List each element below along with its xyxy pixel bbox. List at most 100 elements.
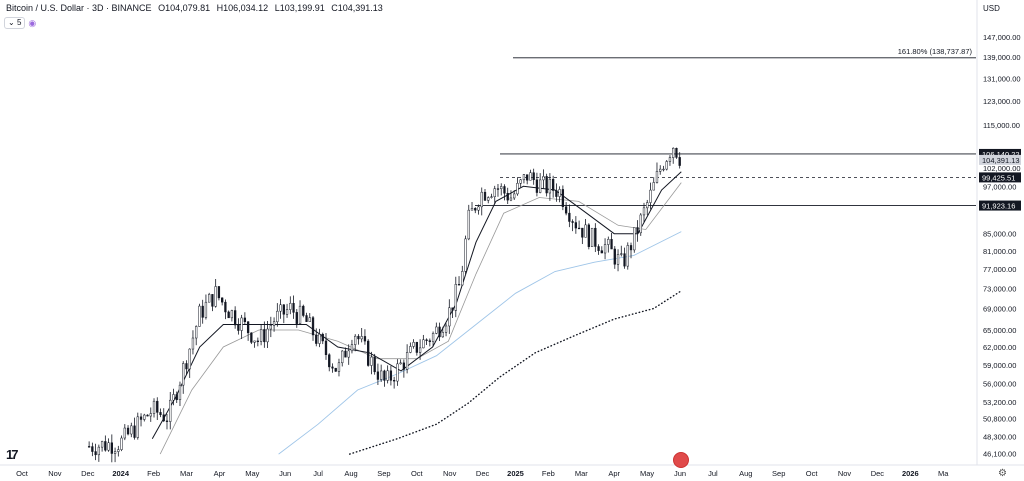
candle-body — [152, 400, 156, 414]
candle-body — [594, 227, 597, 247]
candle-body — [399, 362, 402, 365]
candle-body — [208, 294, 211, 303]
candle-body — [172, 394, 175, 401]
indicator-count: 5 — [16, 18, 22, 27]
candle-body — [100, 441, 104, 448]
candle-body — [178, 384, 182, 401]
x-tick-label: May — [245, 469, 259, 478]
candle-body — [211, 294, 214, 307]
candle-body — [380, 370, 383, 380]
candle-body — [373, 356, 376, 373]
x-tick-label: Ma — [938, 469, 949, 478]
y-tick-label: 53,200.00 — [983, 398, 1016, 407]
candle-body — [224, 301, 227, 313]
level-price-tag — [979, 148, 1021, 159]
candle-body — [607, 239, 610, 245]
candle-body — [513, 193, 516, 199]
x-tick-label: Aug — [344, 469, 357, 478]
fib-line-label: 161.80% (138,737.87) — [898, 47, 973, 56]
candle-body — [91, 446, 94, 452]
candle-body — [418, 347, 422, 353]
candle-body — [347, 350, 350, 358]
candle-body — [649, 189, 652, 203]
y-tick-label: 139,000.00 — [983, 53, 1021, 62]
candle-body — [633, 227, 636, 251]
candle-body — [535, 179, 539, 193]
candle-body — [136, 416, 139, 438]
candle-body — [279, 304, 282, 312]
indicator-settings-icon[interactable]: ◉ — [28, 17, 37, 28]
candle-body — [665, 161, 668, 170]
candle-body — [483, 191, 487, 201]
ohlc-high: H106,034.12 — [216, 3, 269, 13]
candle-body — [175, 394, 178, 401]
candle-body — [548, 178, 552, 194]
candle-body — [464, 238, 467, 272]
tradingview-logo-icon[interactable]: 17 — [6, 447, 19, 462]
x-tick-label: Nov — [443, 469, 457, 478]
candle-body — [542, 176, 545, 181]
us-flag-icon[interactable] — [673, 452, 689, 468]
candle-body — [383, 370, 386, 381]
candle-body — [159, 412, 162, 416]
candle-body — [240, 317, 243, 331]
candle-body — [519, 179, 522, 184]
y-tick-label: 73,000.00 — [983, 284, 1016, 293]
candle-body — [217, 286, 221, 299]
candle-body — [428, 340, 431, 342]
y-tick-label: 115,000.00 — [983, 121, 1020, 130]
axis-settings-icon[interactable]: ⚙ — [998, 468, 1007, 479]
candle-body — [149, 413, 152, 417]
y-tick-label: 81,000.00 — [983, 247, 1016, 256]
candle-body — [139, 416, 143, 420]
candle-body — [230, 310, 234, 319]
candle-body — [564, 206, 568, 214]
y-tick-label: 97,000.00 — [983, 182, 1016, 191]
horizontal-levels[interactable]: 106,140.22 99,425.51 91,923.16 104,391.13 — [475, 148, 1021, 211]
y-tick-label: 62,000.00 — [983, 343, 1016, 352]
currency-label[interactable]: USD — [983, 4, 1000, 13]
candle-body — [282, 304, 285, 315]
candle-body — [110, 442, 113, 454]
x-tick-label: Oct — [806, 469, 819, 478]
candle-body — [311, 317, 315, 336]
level-price-tag — [979, 172, 1021, 183]
y-tick-label: 56,000.00 — [983, 379, 1016, 388]
candle-body — [246, 321, 250, 334]
x-tick-label: Aug — [739, 469, 752, 478]
candle-body — [302, 305, 305, 316]
candle-body — [597, 246, 600, 251]
candle-body — [555, 190, 558, 197]
candle-body — [551, 178, 555, 191]
fib-extension-line[interactable]: 161.80% (138,737.87) — [513, 47, 976, 59]
candle-body — [646, 202, 649, 209]
candle-body — [156, 400, 159, 413]
candle-body — [315, 334, 318, 344]
candle-body — [405, 352, 409, 370]
candle-body — [272, 321, 276, 326]
time-axis[interactable]: Oct Nov Dec 2024 Feb Mar Apr May Jun Jul Aug Sep Oct… — [16, 469, 949, 478]
level-price-label: 99,425.51 — [982, 173, 1015, 182]
x-tick-label: Nov — [838, 469, 852, 478]
candle-body — [276, 310, 279, 323]
indicator-bar[interactable]: ⌄ 5 ◉ — [4, 17, 36, 29]
candle-body — [470, 208, 474, 211]
candle-body — [263, 329, 266, 343]
symbol-title[interactable]: Bitcoin / U.S. Dollar · 3D · BINANCE — [6, 3, 152, 13]
candle-body — [461, 271, 464, 286]
x-tick-label: Dec — [81, 469, 95, 478]
candle-body — [386, 370, 389, 381]
candle-body — [425, 339, 428, 341]
candle-body — [117, 449, 120, 452]
candle-body — [678, 157, 681, 166]
x-tick-label: Oct — [16, 469, 29, 478]
candle-body — [188, 348, 191, 370]
candle-body — [162, 414, 165, 422]
indicator-toggle[interactable]: ⌄ 5 — [4, 17, 26, 29]
candle-body — [201, 305, 204, 318]
y-tick-label: 147,000.00 — [983, 33, 1021, 42]
price-axis[interactable]: 147,000.00 139,000.00 131,000.00 123,000.00… — [983, 33, 1021, 458]
x-tick-label: Feb — [147, 469, 160, 478]
candle-body — [237, 324, 240, 331]
